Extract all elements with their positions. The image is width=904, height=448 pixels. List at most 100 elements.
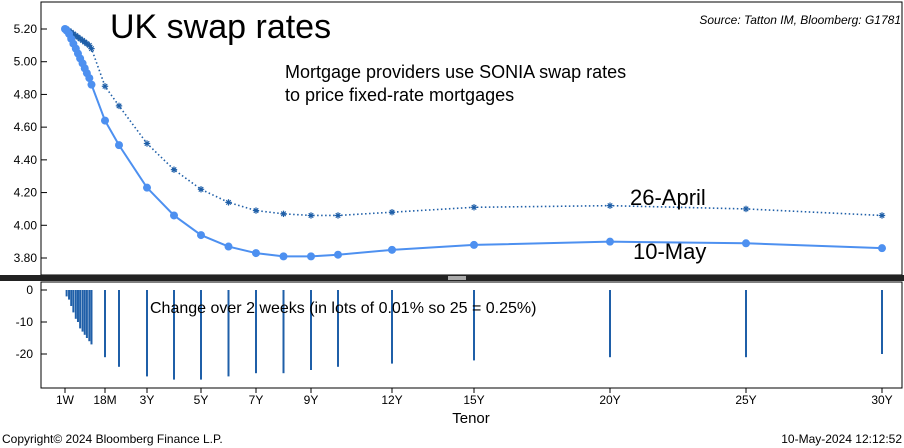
series-10-may-point xyxy=(85,74,94,83)
series-26-april-point xyxy=(388,209,396,216)
series-10-may-point xyxy=(87,80,96,89)
change-bar xyxy=(337,290,339,367)
change-bar xyxy=(85,290,88,338)
annotation-line2: to price fixed-rate mortgages xyxy=(285,85,514,105)
series-10-may-point xyxy=(197,231,205,240)
x-tick-label: 9Y xyxy=(304,393,319,407)
top-y-axis: 5.20 5.00 4.80 4.60 4.40 4.20 4.00 3.80 xyxy=(14,22,47,265)
bottom-y-axis: 0 -10 -20 xyxy=(16,283,47,361)
series-10-may-point xyxy=(606,237,614,246)
series-26-april-point xyxy=(742,205,750,213)
change-bar xyxy=(881,290,883,354)
change-bar xyxy=(76,290,79,322)
x-tick-label: 18M xyxy=(93,393,116,407)
change-bar xyxy=(83,290,86,335)
change-bar xyxy=(146,290,148,377)
series-10-may-point xyxy=(101,116,109,125)
series-label-10-may: 10-May xyxy=(633,239,706,264)
top-y-tick-label: 4.00 xyxy=(14,218,38,232)
series-26-april-point xyxy=(115,102,123,110)
series-26-april-point xyxy=(86,42,93,49)
x-tick-label: 25Y xyxy=(735,393,756,407)
change-bar xyxy=(227,290,230,377)
change-bar xyxy=(118,290,120,367)
change-bar xyxy=(65,290,68,297)
top-y-tick-label: 4.80 xyxy=(14,87,38,101)
series-26-april-point xyxy=(197,186,205,193)
bottom-y-tick-label: -20 xyxy=(16,347,34,361)
series-26-april-point xyxy=(280,210,287,218)
change-bar xyxy=(104,290,106,358)
x-tick-label: 5Y xyxy=(194,393,209,407)
change-bars xyxy=(65,290,883,380)
series-26-april-point xyxy=(143,140,151,147)
change-bar xyxy=(173,290,175,380)
change-bar xyxy=(70,290,73,306)
series-10-may-point xyxy=(334,250,342,259)
series-10-may-point xyxy=(742,239,750,248)
change-bar xyxy=(310,290,312,370)
series-10-may xyxy=(61,25,886,261)
series-10-may-point xyxy=(470,240,478,249)
series-10-may-point xyxy=(878,244,886,253)
series-10-may-point xyxy=(115,141,123,150)
x-axis-title: Tenor xyxy=(452,410,490,427)
change-bar xyxy=(90,290,93,345)
series-26-april-line xyxy=(65,28,883,217)
top-y-tick-label: 4.20 xyxy=(14,186,38,200)
top-y-tick-label: 4.40 xyxy=(14,153,38,167)
series-26-april-point xyxy=(470,204,478,211)
x-tick-label: 30Y xyxy=(871,393,892,407)
change-bar xyxy=(88,290,91,342)
series-26-april-point xyxy=(878,212,886,219)
x-axis: 1W 18M 3Y 5Y 7Y 9Y 12Y 15Y 20Y 25Y 30Y xyxy=(56,388,893,407)
top-y-tick-label: 4.60 xyxy=(14,120,38,134)
footer-copyright: Copyright© 2024 Bloomberg Finance L.P. xyxy=(2,432,223,446)
change-bar xyxy=(255,290,257,374)
series-26-april-point xyxy=(101,83,109,90)
series-26-april-point xyxy=(334,212,342,219)
series-10-may-point xyxy=(170,211,178,220)
series-10-may-point xyxy=(279,252,288,261)
series-26-april-point xyxy=(225,199,232,206)
series-26-april-point xyxy=(88,45,95,52)
x-tick-label: 20Y xyxy=(599,393,620,407)
bottom-y-tick-label: 0 xyxy=(26,283,33,297)
top-y-tick-label: 5.00 xyxy=(14,55,38,69)
x-tick-label: 15Y xyxy=(463,393,484,407)
change-bar xyxy=(391,290,393,364)
change-bar xyxy=(282,290,285,374)
change-bar xyxy=(200,290,202,380)
series-26-april-point xyxy=(252,207,260,214)
change-bar xyxy=(79,290,82,329)
top-y-tick-label: 3.80 xyxy=(14,251,38,265)
footer-timestamp: 10-May-2024 12:12:52 xyxy=(781,432,902,446)
panel-splitter-handle[interactable] xyxy=(448,276,466,280)
x-tick-label: 3Y xyxy=(140,393,155,407)
change-bar xyxy=(68,290,71,300)
series-10-may-point xyxy=(388,245,396,254)
bottom-panel-frame xyxy=(40,281,903,389)
series-26-april-point xyxy=(606,202,614,209)
change-bar xyxy=(609,290,611,358)
change-bar xyxy=(74,290,77,319)
series-26-april-point xyxy=(307,212,315,219)
bottom-annotation: Change over 2 weeks (in lots of 0.01% so… xyxy=(150,300,536,317)
series-26-april-point xyxy=(170,166,178,173)
series-26-april xyxy=(61,25,886,219)
x-tick-label: 12Y xyxy=(381,393,402,407)
change-bar xyxy=(81,290,84,332)
annotation-line1: Mortgage providers use SONIA swap rates xyxy=(285,62,626,82)
series-10-may-point xyxy=(143,183,151,192)
series-10-may-point xyxy=(224,242,233,251)
change-bar xyxy=(473,290,475,361)
bottom-y-tick-label: -10 xyxy=(16,315,34,329)
change-bar xyxy=(745,290,747,358)
change-bar xyxy=(72,290,75,313)
top-y-tick-label: 5.20 xyxy=(14,22,38,36)
series-10-may-point xyxy=(252,249,260,258)
x-tick-label: 7Y xyxy=(249,393,264,407)
chart-source: Source: Tatton IM, Bloomberg: G1781 xyxy=(699,13,901,27)
x-tick-label: 1W xyxy=(56,393,75,407)
